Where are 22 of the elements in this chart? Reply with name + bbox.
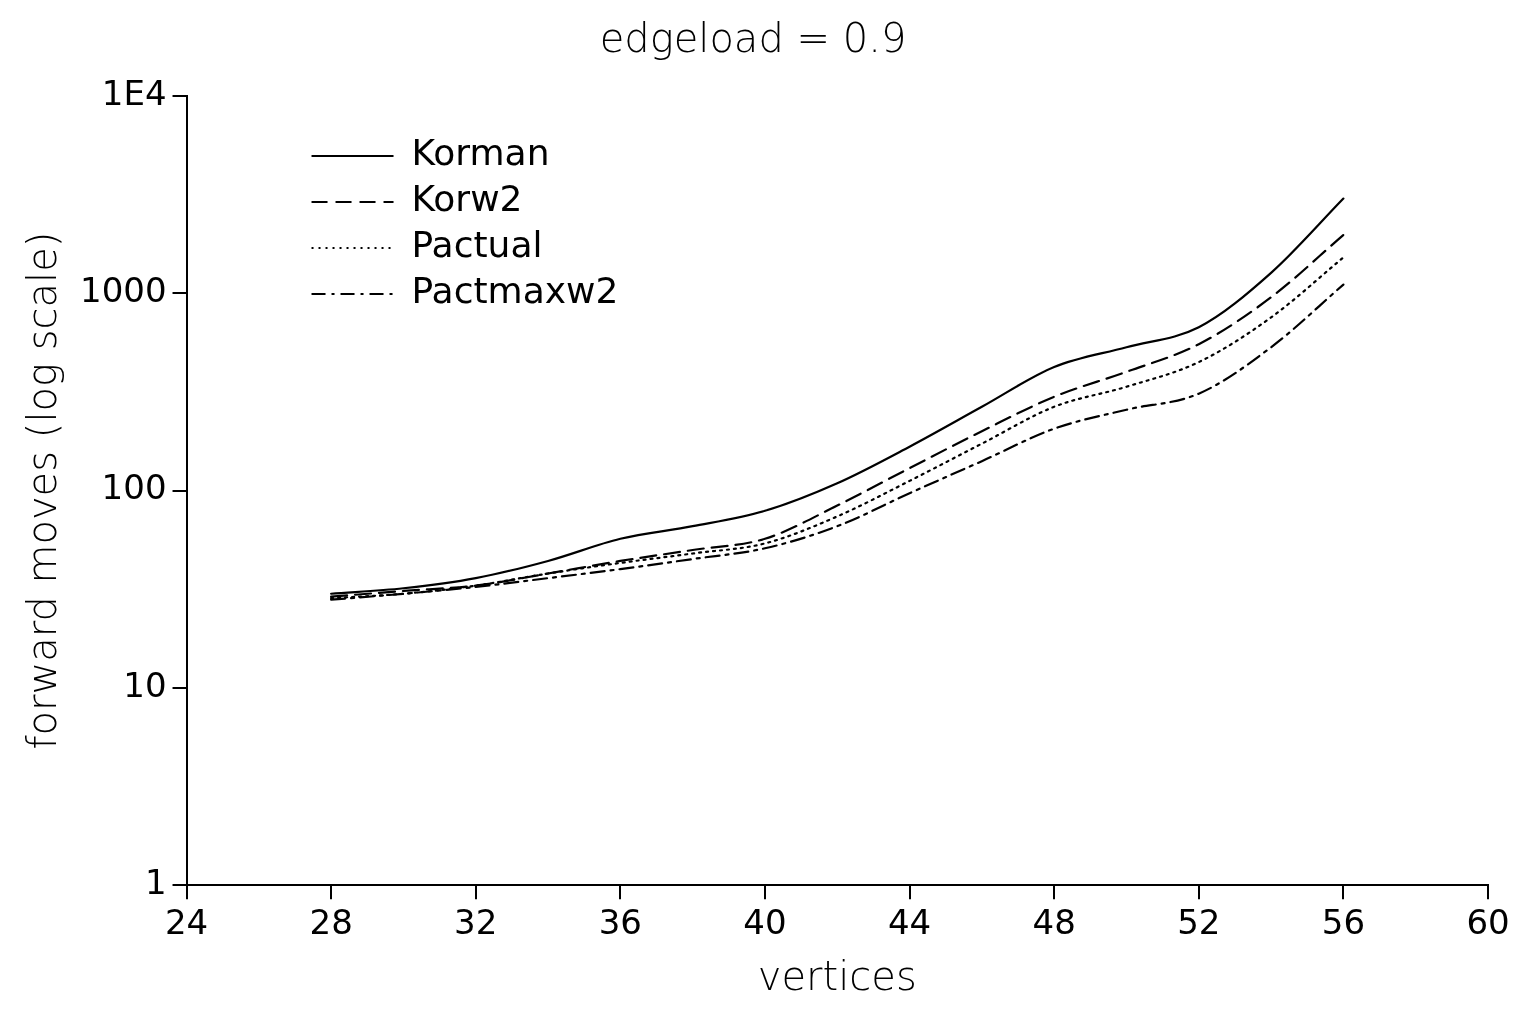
- x-tick-label: 36: [598, 902, 642, 943]
- x-tick-label: 52: [1177, 902, 1221, 943]
- y-axis-title: forward moves (log scale): [19, 231, 66, 750]
- x-tick-label: 32: [454, 902, 498, 943]
- x-tick-label: 28: [309, 902, 353, 943]
- y-tick-label: 1: [144, 862, 167, 903]
- legend-label: Korw2: [411, 178, 523, 220]
- x-axis-title: vertices: [757, 953, 917, 1000]
- y-tick-label: 10: [123, 664, 167, 705]
- legend-label: Korman: [411, 132, 550, 174]
- legend-label: Pactmaxw2: [411, 270, 619, 312]
- legend-label: Pactual: [411, 224, 543, 266]
- x-tick-label: 40: [743, 902, 787, 943]
- x-tick-label: 48: [1032, 902, 1076, 943]
- x-tick-label: 24: [164, 902, 209, 943]
- y-tick-label: 1000: [80, 270, 167, 311]
- y-tick-label: 1E4: [101, 72, 167, 113]
- y-tick-label: 100: [101, 467, 167, 508]
- chart-title: edgeload = 0.9: [599, 15, 907, 62]
- x-tick-label: 60: [1466, 902, 1510, 943]
- x-tick-label: 56: [1321, 902, 1366, 943]
- x-tick-label: 44: [887, 902, 932, 943]
